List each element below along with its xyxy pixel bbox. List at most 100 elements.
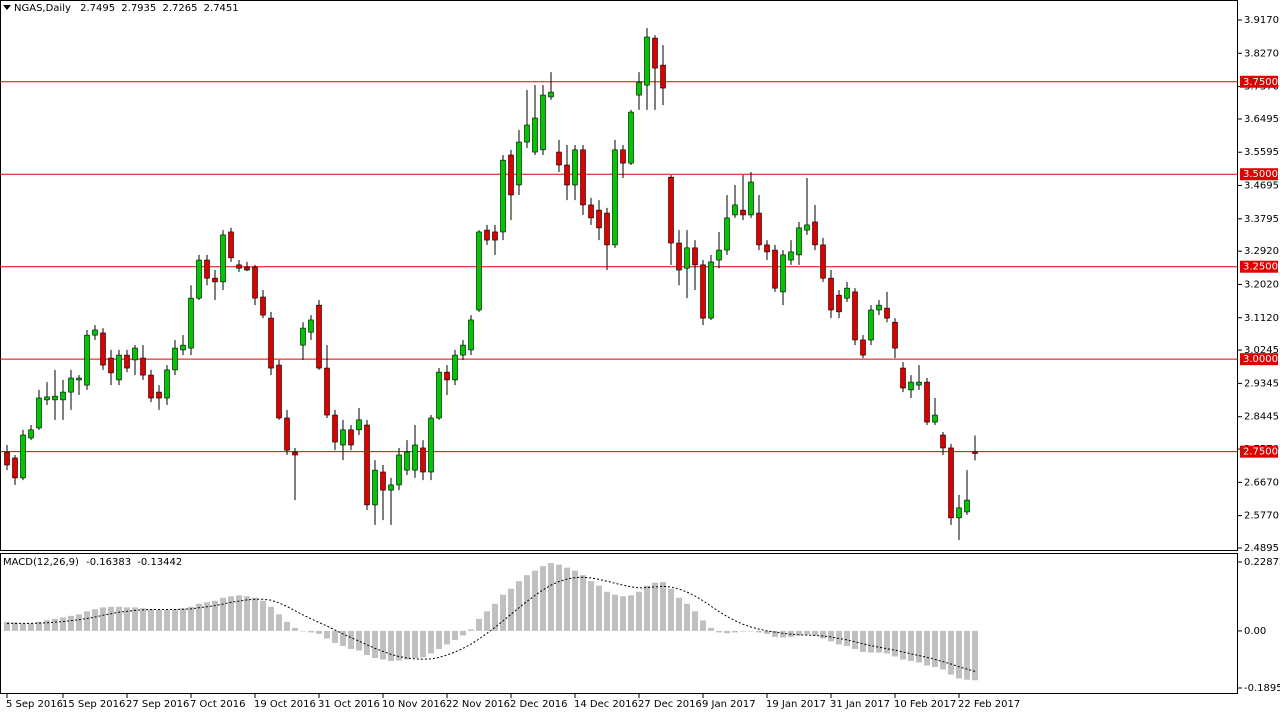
- x-tick-label: 19 Oct 2016: [254, 699, 316, 710]
- macd-bar: [660, 582, 666, 631]
- level-label-box: [1240, 260, 1278, 273]
- macd-bar: [916, 630, 922, 663]
- macd-bar: [956, 630, 962, 679]
- candle-body: [188, 297, 194, 349]
- macd-bar: [972, 630, 978, 681]
- macd-bar: [492, 603, 498, 631]
- macd-bar: [668, 588, 674, 631]
- level-label-box: [1240, 445, 1278, 458]
- candle-body: [364, 424, 370, 506]
- x-tick-label: 22 Feb 2017: [958, 699, 1020, 710]
- y-tick-label: 3.0245: [1244, 345, 1279, 356]
- candle-body: [844, 287, 850, 299]
- candle-body: [172, 347, 178, 371]
- candle-body: [572, 149, 578, 186]
- macd-bar: [964, 630, 970, 680]
- candle-body: [452, 354, 458, 381]
- macd-bar: [740, 630, 746, 632]
- macd-bar: [124, 607, 130, 631]
- macd-bar: [268, 606, 274, 631]
- candle-body: [548, 91, 554, 98]
- candle-body: [308, 319, 314, 333]
- candle-body: [700, 264, 706, 319]
- y-tick-label: 3.6495: [1244, 114, 1279, 125]
- candle-body: [772, 249, 778, 289]
- candle-body: [396, 454, 402, 486]
- candle-body: [908, 381, 914, 391]
- macd-bar: [284, 621, 290, 631]
- candle-body: [180, 344, 186, 351]
- candle-body: [620, 149, 626, 164]
- macd-bar: [556, 564, 562, 631]
- y-tick-label: 3.2020: [1244, 279, 1279, 290]
- macd-bar: [388, 630, 394, 662]
- chart-header: NGAS,Daily 2.7495 2.7935 2.7265 2.7451: [14, 3, 239, 14]
- y-tick-label: 3.4695: [1244, 181, 1279, 192]
- candle-body: [716, 249, 722, 261]
- macd-bar: [228, 596, 234, 631]
- candle-body: [668, 176, 674, 244]
- candle-body: [916, 381, 922, 386]
- x-tick-label: 9 Jan 2017: [702, 699, 756, 710]
- low-value: 2.7265: [162, 3, 197, 14]
- x-tick-label: 27 Dec 2016: [638, 699, 702, 710]
- candle-body: [852, 291, 858, 341]
- macd-signal-line: [7, 576, 976, 672]
- macd-bar: [508, 588, 514, 631]
- x-tick-label: 14 Dec 2016: [574, 699, 638, 710]
- macd-signal-value: -0.13442: [137, 557, 182, 568]
- macd-bar: [484, 611, 490, 631]
- candle-body: [740, 209, 746, 216]
- candle-body: [292, 451, 298, 456]
- macd-bar: [876, 630, 882, 653]
- macd-bar: [324, 630, 330, 639]
- macd-bar: [860, 630, 866, 652]
- candle-body: [644, 36, 650, 86]
- level-label-box: [1240, 353, 1278, 366]
- candle-body: [388, 484, 394, 491]
- macd-bar: [380, 630, 386, 660]
- candle-body: [324, 367, 330, 416]
- macd-bar: [828, 630, 834, 642]
- macd-bar: [684, 603, 690, 631]
- candle-body: [12, 457, 18, 479]
- macd-bar: [332, 630, 338, 643]
- candle-body: [380, 471, 386, 491]
- candle-body: [124, 354, 130, 369]
- candle-body: [244, 266, 250, 271]
- menu-arrow[interactable]: [3, 5, 11, 10]
- macd-bar: [892, 630, 898, 657]
- macd-hist-value: -0.16383: [86, 557, 131, 568]
- candle-body: [108, 357, 114, 374]
- candle-body: [708, 261, 714, 319]
- candle-body: [964, 499, 970, 513]
- macd-bar: [12, 622, 18, 631]
- candle-body: [276, 364, 282, 419]
- macd-bar: [564, 567, 570, 631]
- macd-bar: [940, 630, 946, 670]
- macd-bar: [620, 596, 626, 631]
- x-tick-label: 7 Oct 2016: [190, 699, 245, 710]
- candle-body: [596, 209, 602, 229]
- candle-body: [140, 357, 146, 376]
- macd-bar: [28, 623, 34, 631]
- macd-bar: [724, 630, 730, 634]
- candle-body: [748, 181, 754, 216]
- candle-body: [972, 451, 978, 454]
- macd-bar: [188, 606, 194, 631]
- candle-body: [468, 319, 474, 351]
- macd-bar: [804, 630, 810, 635]
- x-tick-label: 31 Jan 2017: [830, 699, 890, 710]
- macd-bar: [612, 594, 618, 631]
- candle-body: [764, 244, 770, 253]
- macd-bar: [60, 617, 66, 631]
- candle-body: [76, 377, 82, 381]
- macd-bar: [300, 630, 306, 632]
- macd-bar: [180, 608, 186, 631]
- macd-bar: [276, 614, 282, 631]
- candle-body: [732, 204, 738, 216]
- macd-bar: [516, 581, 522, 631]
- candle-body: [340, 429, 346, 446]
- macd-bar: [636, 591, 642, 631]
- candle-body: [228, 231, 234, 259]
